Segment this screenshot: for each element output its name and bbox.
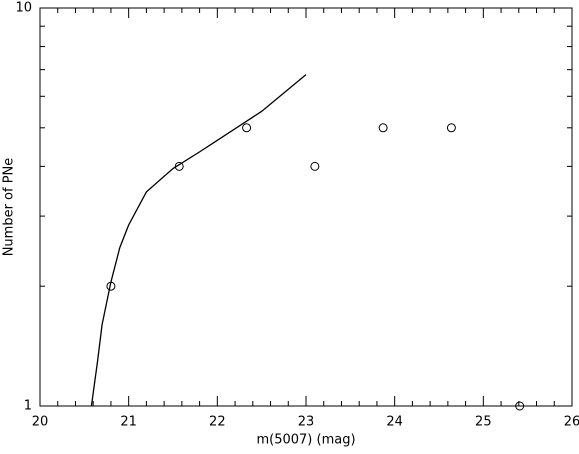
x-tick-label: 21 bbox=[120, 415, 137, 430]
x-tick-label: 24 bbox=[386, 415, 403, 430]
x-tick-label: 20 bbox=[32, 415, 49, 430]
data-point bbox=[515, 401, 525, 411]
data-point bbox=[378, 123, 388, 133]
fit-curve bbox=[90, 74, 307, 407]
plot-frame bbox=[39, 7, 573, 407]
x-tick-label: 26 bbox=[564, 415, 579, 430]
y-tick-label: 1 bbox=[24, 399, 32, 414]
y-tick-label: 10 bbox=[15, 1, 32, 16]
data-point bbox=[174, 161, 184, 171]
x-tick-label: 23 bbox=[298, 415, 315, 430]
y-axis-title: Number of PNe bbox=[2, 158, 17, 257]
x-tick-label: 25 bbox=[475, 415, 492, 430]
data-point bbox=[446, 123, 456, 133]
x-tick-label: 22 bbox=[209, 415, 226, 430]
data-point bbox=[310, 161, 320, 171]
data-point bbox=[242, 123, 252, 133]
x-axis-title: m(5007) (mag) bbox=[256, 433, 355, 448]
